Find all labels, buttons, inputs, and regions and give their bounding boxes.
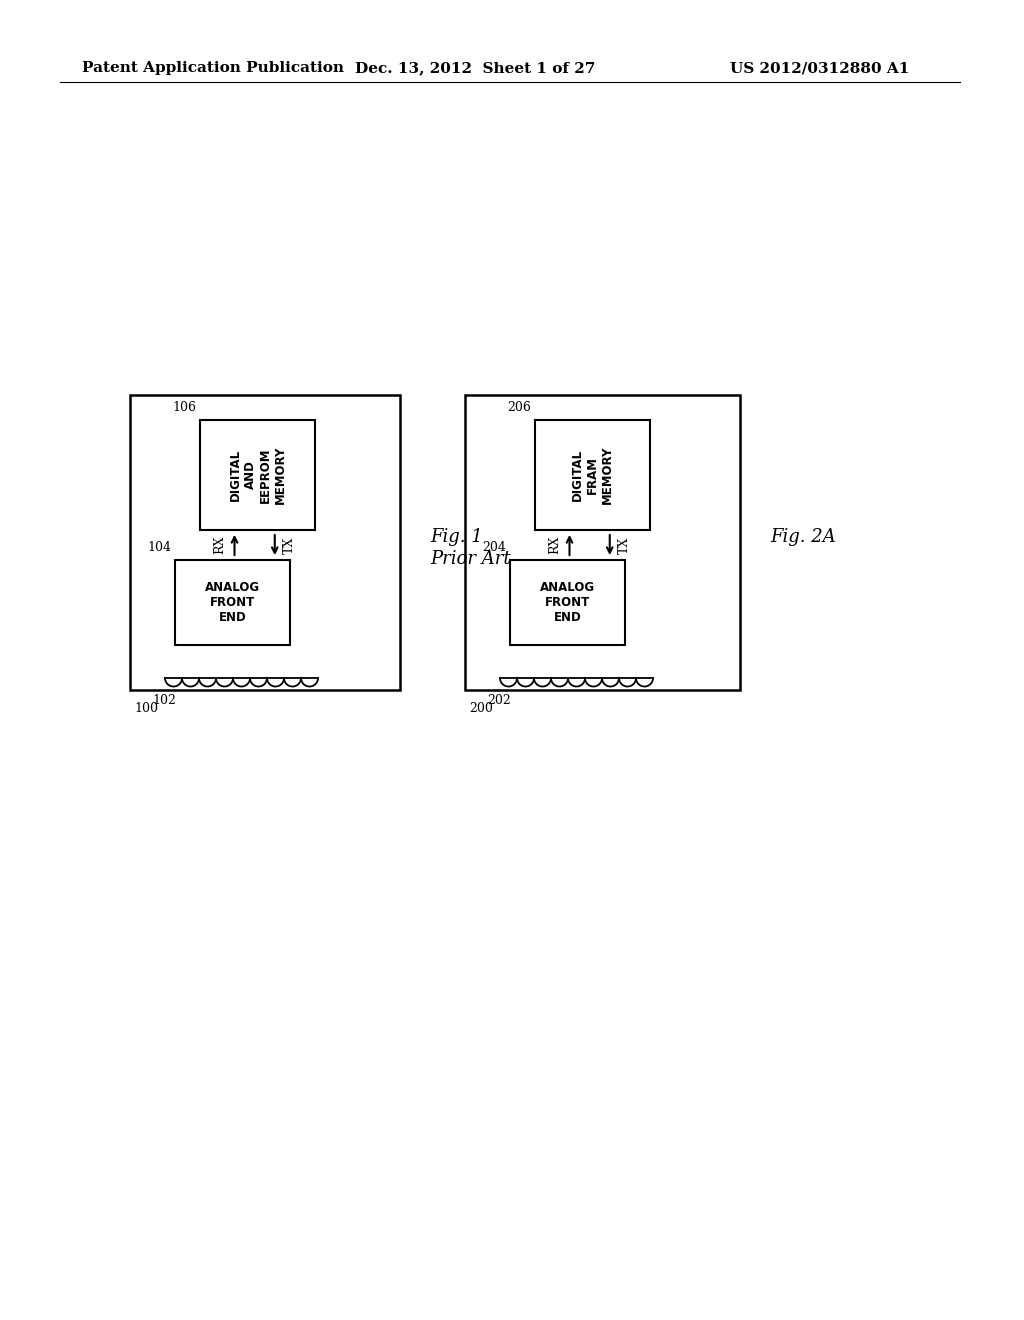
Text: 200: 200	[469, 702, 493, 715]
Bar	[535, 420, 650, 531]
Text: Fig. 1: Fig. 1	[430, 528, 482, 545]
Text: DIGITAL
AND
EEPROM
MEMORY: DIGITAL AND EEPROM MEMORY	[228, 446, 287, 504]
Text: Prior Art: Prior Art	[430, 549, 511, 568]
Text: RX: RX	[213, 536, 226, 554]
Bar	[200, 420, 315, 531]
Text: DIGITAL
FRAM
MEMORY: DIGITAL FRAM MEMORY	[571, 446, 614, 504]
Text: RX: RX	[549, 536, 561, 554]
Text: ANALOG
FRONT
END: ANALOG FRONT END	[205, 581, 260, 624]
Text: 206: 206	[507, 401, 531, 414]
Text: Dec. 13, 2012  Sheet 1 of 27: Dec. 13, 2012 Sheet 1 of 27	[355, 61, 595, 75]
Bar	[510, 560, 625, 645]
Text: 104: 104	[147, 541, 171, 554]
Bar	[465, 395, 740, 690]
Bar	[175, 560, 290, 645]
Bar	[130, 395, 400, 690]
Text: Patent Application Publication: Patent Application Publication	[82, 61, 344, 75]
Text: 202: 202	[487, 694, 511, 708]
Text: ANALOG
FRONT
END: ANALOG FRONT END	[540, 581, 595, 624]
Text: 100: 100	[134, 702, 158, 715]
Text: TX: TX	[617, 536, 631, 553]
Text: Fig. 2A: Fig. 2A	[770, 528, 836, 545]
Text: 102: 102	[152, 694, 176, 708]
Text: US 2012/0312880 A1: US 2012/0312880 A1	[730, 61, 909, 75]
Text: TX: TX	[283, 536, 296, 553]
Text: 106: 106	[172, 401, 196, 414]
Text: 204: 204	[482, 541, 506, 554]
